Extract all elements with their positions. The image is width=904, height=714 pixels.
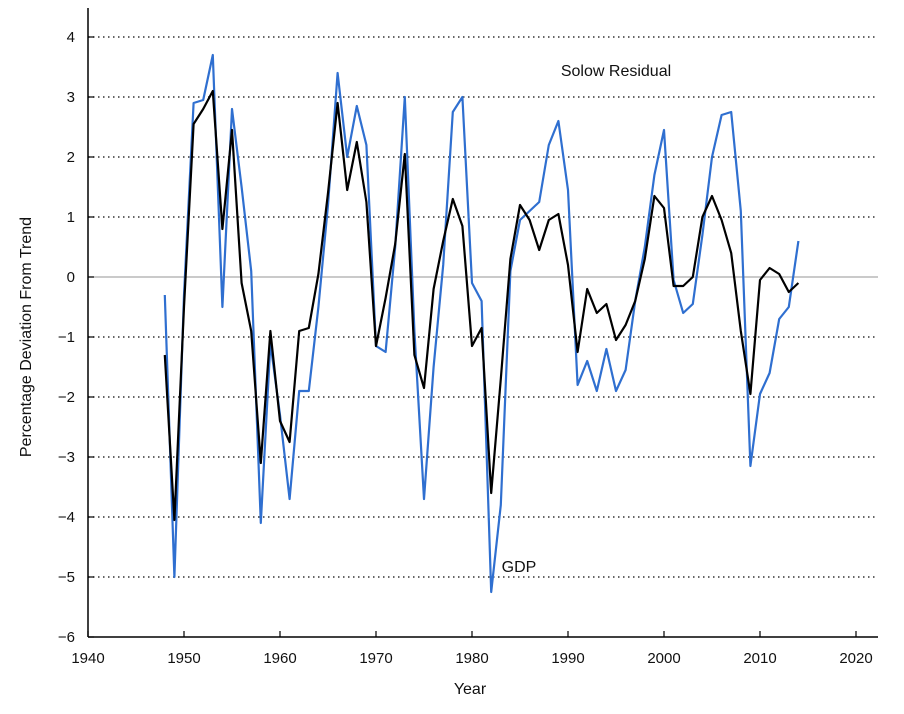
y-tick-label: 3 [67, 89, 75, 106]
x-tick-label: 2000 [647, 650, 680, 667]
y-tick-label: 4 [67, 29, 75, 46]
gridlines [88, 36, 878, 578]
y-tick-label: −5 [58, 569, 75, 586]
y-tick-label: 0 [67, 269, 75, 286]
y-tick-label: −4 [58, 509, 75, 526]
gdp-annotation: GDP [502, 559, 537, 576]
x-tick-label: 1980 [455, 650, 488, 667]
x-tick-label: 1970 [359, 650, 392, 667]
y-tick-label: −1 [58, 329, 75, 346]
axes [87, 8, 878, 638]
x-axis-title: Year [454, 681, 487, 698]
annotations: Solow Residual GDP [502, 63, 671, 576]
solow-series-line [163, 53, 800, 594]
y-axis-title: Percentage Deviation From Trend [18, 217, 35, 457]
y-tick-label: −6 [58, 629, 75, 646]
y-tick-label: 2 [67, 149, 75, 166]
gdp-series-line [163, 89, 800, 522]
x-tick-label: 2020 [839, 650, 872, 667]
solow-residual-annotation: Solow Residual [561, 63, 671, 80]
x-tick-label: 1940 [71, 650, 104, 667]
y-tick-label: −3 [58, 449, 75, 466]
x-tick-label: 1950 [167, 650, 200, 667]
x-tick-label: 2010 [743, 650, 776, 667]
x-tick-label: 1960 [263, 650, 296, 667]
series-lines [163, 53, 800, 594]
y-tick-label: 1 [67, 209, 75, 226]
x-tick-label: 1990 [551, 650, 584, 667]
tick-labels: 4 3 2 1 0 −1 −2 −3 −4 −5 −6 1940 1950 1960 1970 1980 199… [58, 29, 873, 667]
y-tick-label: −2 [58, 389, 75, 406]
